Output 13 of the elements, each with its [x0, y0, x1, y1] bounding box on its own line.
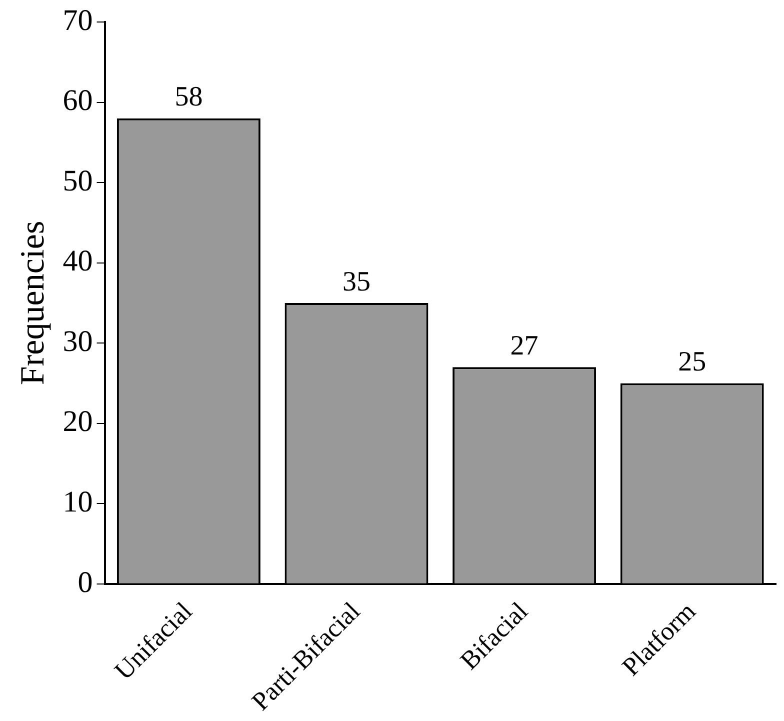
y-tick-label: 0	[78, 566, 93, 599]
y-tick-label: 70	[62, 4, 93, 37]
data-label: 25	[678, 346, 706, 378]
y-tick-label: 10	[62, 486, 93, 519]
y-tick-label: 60	[62, 84, 93, 118]
y-axis-title: Frequencies	[14, 220, 52, 386]
y-tick-label: 20	[62, 405, 93, 438]
data-label: 58	[174, 82, 203, 113]
data-label: 27	[510, 330, 538, 362]
y-tick-label: 30	[62, 324, 93, 358]
y-tick-label: 50	[62, 164, 93, 198]
data-label: 35	[342, 266, 370, 298]
y-tick-label: 40	[62, 244, 93, 278]
